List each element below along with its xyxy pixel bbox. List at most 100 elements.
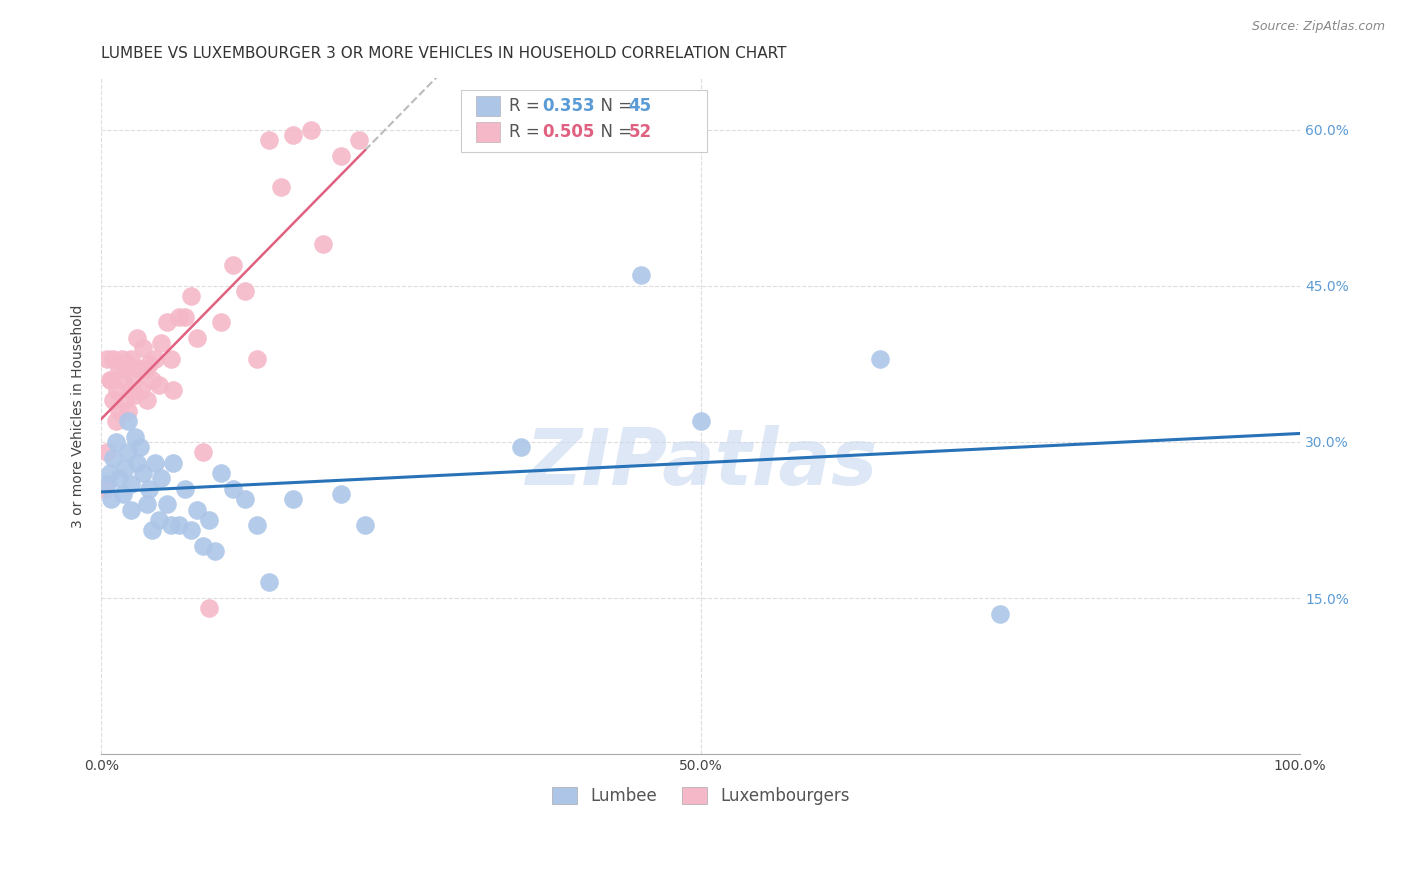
Point: [120, 351, 142, 366]
Point: [630, 268, 652, 283]
Point: [135, 362, 157, 376]
Point: [120, 502, 142, 516]
Point: [988, 607, 1011, 621]
Point: [100, 492, 122, 507]
Point: [111, 372, 134, 386]
Point: [156, 315, 179, 329]
Point: [103, 351, 125, 366]
Point: [135, 393, 157, 408]
Point: [117, 445, 139, 459]
Point: [127, 456, 149, 470]
Point: [156, 497, 179, 511]
Point: [191, 539, 214, 553]
Point: [105, 383, 128, 397]
Point: [257, 575, 280, 590]
Point: [330, 487, 353, 501]
FancyBboxPatch shape: [461, 90, 707, 152]
Text: R =: R =: [509, 97, 546, 115]
Point: [281, 492, 304, 507]
Point: [108, 471, 131, 485]
Point: [127, 331, 149, 345]
Point: [117, 357, 139, 371]
Point: [100, 372, 122, 386]
Point: [222, 258, 245, 272]
Point: [150, 471, 173, 485]
Point: [96, 476, 118, 491]
Text: ZIPatlas: ZIPatlas: [524, 425, 877, 501]
Point: [132, 466, 155, 480]
Point: [128, 362, 150, 376]
Point: [138, 482, 160, 496]
Point: [104, 434, 127, 449]
Point: [141, 524, 163, 538]
Text: R =: R =: [509, 123, 546, 141]
Point: [135, 497, 157, 511]
Point: [96, 351, 118, 366]
Point: [143, 351, 166, 366]
Y-axis label: 3 or more Vehicles in Household: 3 or more Vehicles in Household: [72, 304, 86, 528]
Point: [198, 601, 221, 615]
Point: [108, 362, 131, 376]
Point: [94, 482, 117, 496]
Point: [174, 482, 197, 496]
Point: [103, 450, 125, 465]
Point: [869, 351, 891, 366]
FancyBboxPatch shape: [477, 95, 501, 116]
Point: [159, 351, 181, 366]
Point: [148, 377, 170, 392]
Point: [159, 518, 181, 533]
Point: [180, 289, 202, 303]
Text: 45: 45: [628, 97, 652, 115]
Point: [143, 456, 166, 470]
Point: [162, 383, 184, 397]
Point: [186, 502, 208, 516]
Text: N =: N =: [591, 97, 638, 115]
Legend: Lumbee, Luxembourgers: Lumbee, Luxembourgers: [543, 779, 858, 814]
Point: [347, 133, 370, 147]
Point: [312, 237, 335, 252]
Point: [122, 372, 145, 386]
Point: [132, 341, 155, 355]
Point: [299, 122, 322, 136]
Text: Source: ZipAtlas.com: Source: ZipAtlas.com: [1251, 20, 1385, 33]
Point: [222, 482, 245, 496]
Point: [110, 351, 132, 366]
FancyBboxPatch shape: [477, 122, 501, 142]
Text: 52: 52: [628, 123, 652, 141]
Point: [148, 513, 170, 527]
Point: [129, 383, 152, 397]
Point: [204, 544, 226, 558]
Point: [167, 518, 190, 533]
Point: [111, 487, 134, 501]
Point: [120, 383, 142, 397]
Point: [167, 310, 190, 324]
Point: [128, 440, 150, 454]
Point: [117, 403, 139, 417]
Point: [141, 372, 163, 386]
Point: [209, 315, 232, 329]
Point: [98, 372, 121, 386]
Point: [98, 466, 121, 480]
Point: [209, 466, 232, 480]
Point: [281, 128, 304, 142]
Point: [509, 440, 531, 454]
Point: [246, 351, 269, 366]
Point: [114, 461, 136, 475]
Point: [689, 414, 711, 428]
Point: [124, 388, 146, 402]
Point: [108, 403, 131, 417]
Point: [138, 357, 160, 371]
Point: [233, 492, 256, 507]
Point: [117, 414, 139, 428]
Point: [330, 149, 353, 163]
Point: [257, 133, 280, 147]
Text: 0.505: 0.505: [543, 123, 595, 141]
Point: [233, 284, 256, 298]
Point: [198, 513, 221, 527]
Point: [96, 445, 118, 459]
Text: N =: N =: [591, 123, 638, 141]
Point: [180, 524, 202, 538]
Point: [174, 310, 197, 324]
Text: LUMBEE VS LUXEMBOURGER 3 OR MORE VEHICLES IN HOUSEHOLD CORRELATION CHART: LUMBEE VS LUXEMBOURGER 3 OR MORE VEHICLE…: [101, 46, 787, 62]
Point: [114, 393, 136, 408]
